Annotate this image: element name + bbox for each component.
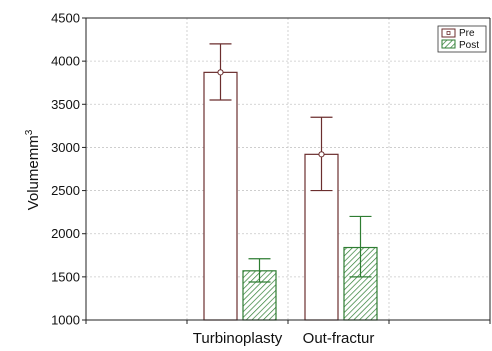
y-tick-label: 3000 xyxy=(51,140,80,155)
legend: Pre Post xyxy=(437,25,487,53)
legend-swatch-pre xyxy=(441,28,456,38)
mean-point xyxy=(318,151,325,158)
y-tick-label: 4500 xyxy=(51,11,80,26)
x-tick-label: Turbinoplasty xyxy=(193,330,283,347)
axes: Turbinoplasty Out-fractur 1000 1500 2000 2500… xyxy=(51,11,491,347)
y-axis-title-sup: 3 xyxy=(24,129,35,135)
y-axis-title-base: Volumemm xyxy=(25,135,42,210)
y-axis-title: Volumemm3 xyxy=(24,129,42,210)
bar-pre-0 xyxy=(203,71,238,321)
y-tick-label: 2000 xyxy=(51,226,80,241)
mean-point xyxy=(217,69,224,76)
y-tick-label: 3500 xyxy=(51,97,80,112)
y-tick-label: 4000 xyxy=(51,54,80,69)
legend-swatch-post xyxy=(441,39,456,49)
y-tick-label: 1500 xyxy=(51,269,80,284)
legend-label-pre: Pre xyxy=(459,28,475,39)
bars xyxy=(203,43,378,321)
legend-dot-pre xyxy=(446,31,451,35)
x-tick-label: Out-fractur xyxy=(303,330,375,347)
grid xyxy=(86,18,490,320)
y-tick-label: 1000 xyxy=(51,313,80,328)
y-tick-label: 2500 xyxy=(51,183,80,198)
legend-label-post: Post xyxy=(459,40,479,51)
